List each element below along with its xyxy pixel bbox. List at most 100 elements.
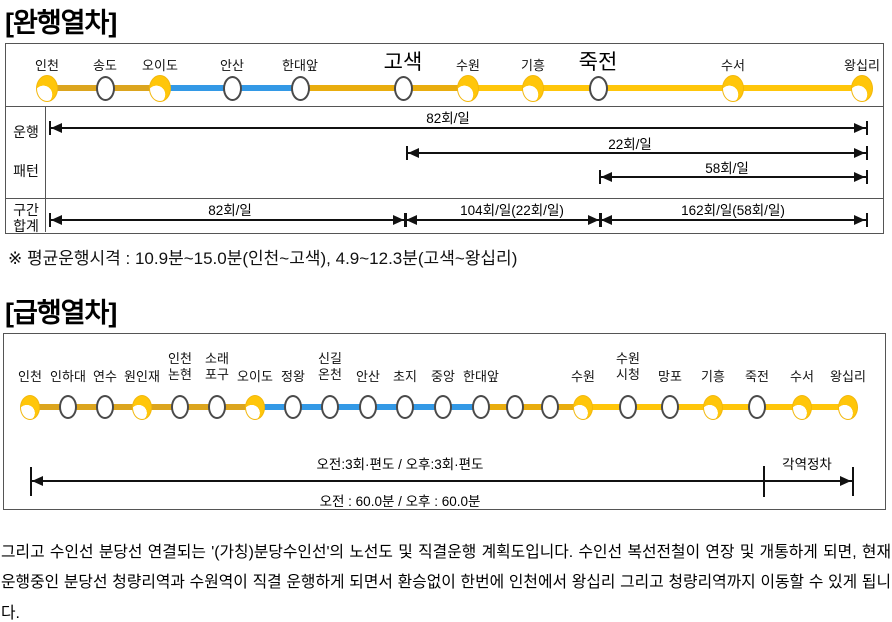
station-label: 수원 (456, 58, 480, 73)
local-diagram-box (5, 43, 884, 234)
station-label: 오이도 (142, 58, 178, 73)
footer-paragraph: 그리고 수인선 분당선 연결되는 '(가칭)분당수인선'의 노선도 및 직결운행… (1, 544, 891, 622)
arrow-end-bar (30, 467, 32, 496)
station-label: 수서 (790, 369, 814, 384)
line-segment (468, 85, 862, 91)
arrowhead-right (854, 123, 865, 133)
section-total-label-line2: 합계 (13, 218, 39, 234)
station-label-line2: 논현 (168, 367, 192, 382)
station-circle (661, 395, 679, 419)
station-circle (703, 394, 723, 420)
express-diagram-box (3, 333, 886, 510)
station-label: 한대앞 (463, 369, 499, 384)
station-label: 기흥 (521, 58, 545, 73)
station-circle (20, 394, 40, 420)
arrow-end-bar (49, 213, 51, 227)
arrowhead-right (854, 148, 865, 158)
arrowhead-left (51, 123, 62, 133)
run-pattern-label-line2: 패턴 (13, 163, 39, 179)
station-label: 송도 (93, 58, 117, 73)
arrowhead-left (408, 148, 419, 158)
station-label-line2: 온천 (318, 367, 342, 382)
station-label: 신길 온천 (318, 351, 342, 383)
arrowhead-left (601, 172, 612, 182)
arrowhead-left (51, 215, 62, 225)
station-circle (95, 75, 115, 101)
local-table-separator-top (5, 106, 883, 107)
service-count-label: 오전:3회·편도 / 오후:3회·편도 (316, 457, 484, 472)
station-circle (851, 74, 873, 102)
arrow-end-bar (866, 146, 868, 160)
station-label: 소래 포구 (205, 351, 229, 383)
station-label-line1: 소래 (205, 351, 229, 366)
arrowhead-left (601, 215, 612, 225)
station-label: 안산 (220, 58, 244, 73)
section-total-label-line1: 구간 (13, 202, 39, 218)
station-circle (573, 394, 593, 420)
travel-time-label: 오전 : 60.0분 / 오후 : 60.0분 (319, 494, 481, 509)
arrowhead-right (393, 215, 404, 225)
station-circle (619, 395, 637, 419)
arrow-end-bar (599, 170, 601, 184)
express-train-title: [급행열차] (5, 298, 117, 328)
note-text: ※ 평균운행시격 : 10.9분~15.0분(인천~고색), 4.9~12.3분… (8, 249, 518, 268)
arrowhead-right (840, 476, 851, 486)
arrow-end-bar (599, 213, 601, 227)
station-label: 수원 (571, 369, 595, 384)
run-pattern-label-line1: 운행 (13, 124, 39, 140)
station-label: 고색 (383, 51, 423, 74)
station-label: 연수 (93, 369, 117, 384)
arrow-end-bar (404, 213, 406, 227)
arrow-end-bar (49, 121, 51, 135)
frequency-arrow-line (50, 219, 405, 221)
station-circle (396, 395, 414, 419)
arrow-label: 162회/일(58회/일) (681, 203, 785, 218)
station-label: 수서 (721, 58, 745, 73)
station-circle (434, 395, 452, 419)
station-circle (36, 74, 58, 102)
arrowhead-left (32, 476, 43, 486)
station-circle (245, 394, 265, 420)
station-label-line1: 신길 (318, 351, 342, 366)
frequency-arrow-line (31, 480, 852, 482)
station-label: 망포 (658, 369, 682, 384)
station-label-line1: 인천 (168, 351, 192, 366)
all-stops-label: 각역정차 (782, 457, 832, 472)
station-label: 죽전 (745, 369, 769, 384)
station-label: 기흥 (701, 369, 725, 384)
station-circle (321, 395, 339, 419)
station-label: 중앙 (431, 369, 455, 384)
station-circle (838, 394, 858, 420)
station-label: 초지 (393, 369, 417, 384)
arrow-label: 82회/일 (426, 111, 470, 126)
station-circle (522, 74, 544, 102)
arrowhead-right (854, 172, 865, 182)
arrow-label: 22회/일 (608, 137, 652, 152)
station-circle (393, 75, 413, 101)
station-circle (149, 74, 171, 102)
station-label: 인천 (18, 369, 42, 384)
station-label: 수원 시청 (616, 351, 640, 383)
station-circle (792, 394, 812, 420)
station-circle (284, 395, 302, 419)
station-label: 안산 (356, 369, 380, 384)
arrow-end-bar (866, 121, 868, 135)
station-circle (59, 395, 77, 419)
station-circle (290, 75, 310, 101)
arrow-end-bar (406, 146, 408, 160)
arrowhead-right (854, 215, 865, 225)
station-circle (748, 395, 766, 419)
station-label: 죽전 (578, 51, 618, 74)
arrowhead-right (588, 215, 599, 225)
arrowhead-left (406, 215, 417, 225)
station-label: 원인재 (124, 369, 160, 384)
station-circle (722, 74, 744, 102)
arrow-end-bar (852, 467, 854, 496)
station-circle (171, 395, 189, 419)
station-circle (472, 395, 490, 419)
station-circle (457, 74, 479, 102)
station-circle (208, 395, 226, 419)
station-label: 왕십리 (844, 58, 880, 73)
station-circle (132, 394, 152, 420)
